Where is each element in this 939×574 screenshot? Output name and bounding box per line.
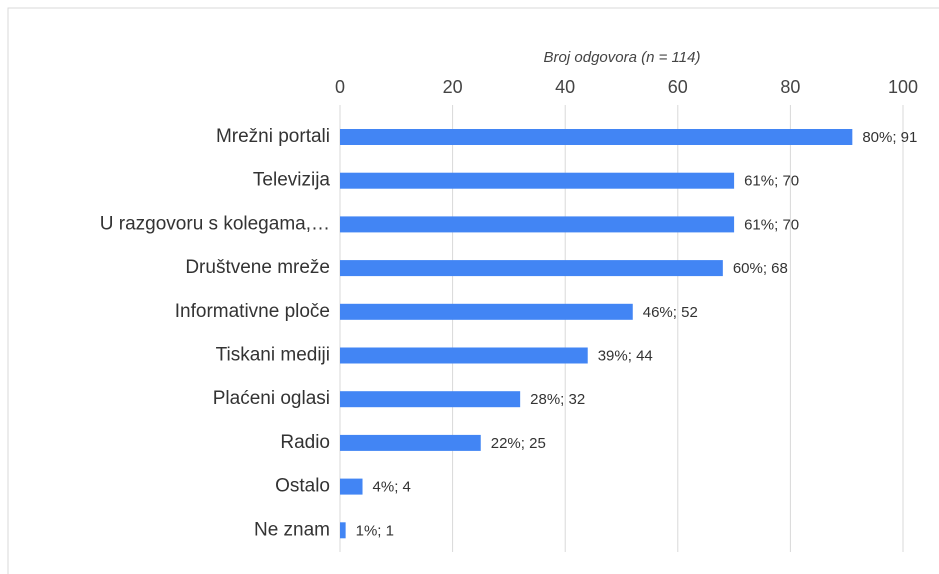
category-label: Ostalo <box>275 476 330 497</box>
x-tick-label: 60 <box>668 77 688 97</box>
x-tick-label: 0 <box>335 77 345 97</box>
value-label: 61%; 70 <box>744 173 799 190</box>
category-label: Radio <box>280 432 330 453</box>
value-label: 46%; 52 <box>643 304 698 321</box>
x-tick-label: 20 <box>443 77 463 97</box>
x-tick-label: 40 <box>555 77 575 97</box>
value-label: 1%; 1 <box>356 522 394 539</box>
frame <box>7 7 939 574</box>
value-label: 4%; 4 <box>373 479 411 496</box>
value-label: 39%; 44 <box>598 347 653 364</box>
x-tick-label: 100 <box>888 77 918 97</box>
value-label: 28%; 32 <box>530 391 585 408</box>
category-label: Tiskani mediji <box>216 345 330 366</box>
bar <box>340 303 633 320</box>
category-label: Informativne ploče <box>175 301 330 322</box>
value-label: 80%; 91 <box>862 129 917 146</box>
bar <box>340 216 735 233</box>
bar <box>340 478 363 495</box>
category-label: Ne znam <box>254 519 330 540</box>
category-label: Mrežni portali <box>216 126 330 147</box>
value-label: 61%; 70 <box>744 216 799 233</box>
bar <box>340 172 735 189</box>
category-label: Društvene mreže <box>185 257 330 278</box>
category-label: Televizija <box>253 170 331 191</box>
bar <box>340 434 481 451</box>
bar <box>340 260 723 277</box>
bar <box>340 391 521 408</box>
category-label: U razgovoru s kolegama,… <box>100 213 330 234</box>
x-tick-label: 80 <box>780 77 800 97</box>
value-label: 60%; 68 <box>733 260 788 277</box>
value-label: 22%; 25 <box>491 435 546 452</box>
axis-title: Broj odgovora (n = 114) <box>544 49 701 66</box>
category-label: Plaćeni oglasi <box>213 388 330 409</box>
bar <box>340 347 588 364</box>
bar <box>340 129 853 145</box>
bar <box>340 522 346 539</box>
